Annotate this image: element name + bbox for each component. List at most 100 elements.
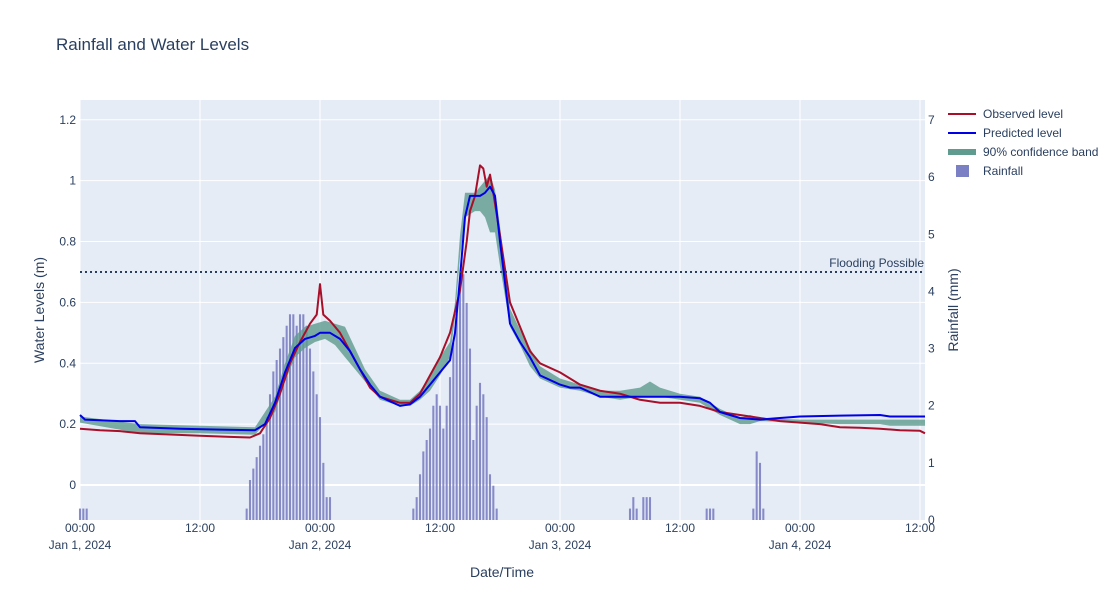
x-tick-label: 12:00 [425,521,455,535]
rainfall-bar [628,508,632,520]
rainfall-bar [468,348,472,520]
rainfall-bar [422,451,425,520]
rainfall-bar [632,497,635,520]
rainfall-bar [315,394,318,520]
rainfall-bar [645,497,648,520]
y-tick-label: 1.2 [59,113,76,127]
rainfall-bar [712,508,715,520]
rainfall-bar [455,314,458,520]
rainfall-bar [488,474,492,520]
rainfall-bar [705,508,708,520]
rainfall-bar [278,348,282,520]
y2-tick-label: 7 [928,113,935,127]
x-tick-label: 00:00 [305,521,335,535]
y2-tick-label: 0 [928,513,935,527]
y2-tick-label: 1 [928,456,935,470]
x-tick-date-label: Jan 4, 2024 [769,538,832,552]
x-tick-label: 00:00 [545,521,575,535]
rainfall-bar [428,428,432,520]
y-axis-ticks: 0 0.2 0.4 0.6 0.8 1 1.2 [59,113,76,492]
legend-label: Rainfall [983,164,1023,178]
rainfall-bar [762,508,765,520]
rainfall-bar [415,497,418,520]
rainfall-bar [432,405,435,520]
rainfall-bar [412,508,415,520]
rainfall-bar [758,462,762,520]
rainfall-bar [445,405,448,520]
x-tick-date-label: Jan 2, 2024 [289,538,352,552]
rainfall-bar [492,485,495,520]
rainfall-bar [495,508,498,520]
legend-swatch-rainfall [956,165,969,177]
rainfall-bar [642,497,645,520]
x-axis-label: Date/Time [470,564,534,580]
rainfall-bar [328,497,332,520]
rainfall-bar [478,382,482,520]
rainfall-bar [708,508,712,520]
x-tick-label: 12:00 [665,521,695,535]
predicted-level-line [79,185,925,432]
rainfall-bar [448,377,452,520]
rainfall-bar [85,508,88,520]
rainfall-bar [265,417,268,520]
chart-title: Rainfall and Water Levels [56,35,249,54]
x-tick-date-label: Jan 1, 2024 [49,538,112,552]
x-tick-label: 12:00 [905,521,935,535]
rainfall-bar [285,325,288,520]
x-tick-label: 00:00 [785,521,815,535]
y-tick-label: 0.8 [59,235,76,249]
y2-tick-label: 5 [928,227,935,241]
observed-level-line [79,164,926,439]
rainfall-bar [292,314,295,520]
rainfall-bar [252,468,255,520]
rainfall-bar [308,348,312,520]
rainfall-bar [268,394,272,520]
gridlines [79,100,925,520]
rainfall-bars [78,274,765,520]
rainfall-bar [322,462,325,520]
rainfall-bar [438,405,442,520]
y2-axis-ticks: 0 1 2 3 4 5 6 7 [928,113,935,527]
rainfall-bar [418,474,422,520]
rainfall-bar [458,285,462,520]
rainfall-bar [465,302,468,520]
legend-swatch-band [948,149,976,155]
y-axis-label: Water Levels (m) [31,257,47,363]
rainfall-bar [648,497,652,520]
rainfall-bar [755,451,758,520]
rainfall-bar [282,337,285,520]
rainfall-bar [245,508,248,520]
rainfall-bar [258,445,262,520]
x-tick-label: 00:00 [65,521,95,535]
rainfall-bar [425,440,428,520]
rainfall-bar [472,440,475,520]
rainfall-bar [298,314,302,520]
rainfall-bar [275,360,278,520]
rainfall-bar [305,325,308,520]
rainfall-bar [262,434,265,520]
rainfall-bar [82,508,85,520]
legend-label: 90% confidence band [983,145,1098,159]
rainfall-bar [318,417,322,520]
rainfall-bar [78,508,82,520]
x-axis-ticks: 00:00 Jan 1, 2024 12:00 00:00 Jan 2, 2024 12:… [49,521,936,552]
legend-label: Observed level [983,107,1063,121]
legend-label: Predicted level [983,126,1062,140]
rainfall-bar [295,325,298,520]
rainfall-bar [248,480,252,520]
rainfall-bar [482,394,485,520]
threshold-label: Flooding Possible [829,256,924,270]
rainfall-bar [435,394,438,520]
threshold-line-group: Flooding Possible [80,256,925,273]
y-tick-label: 0.6 [59,295,76,309]
rainfall-bar [325,497,328,520]
y-tick-label: 0.2 [59,417,76,431]
y2-tick-label: 6 [928,170,935,184]
plot-area [80,100,925,520]
rainfall-bar [272,371,275,520]
rainfall-bar [255,457,258,520]
level-lines [79,164,926,439]
rainfall-bar [312,371,315,520]
legend: Observed level Predicted level 90% confide… [948,107,1098,178]
y2-axis-label: Rainfall (mm) [945,268,961,351]
